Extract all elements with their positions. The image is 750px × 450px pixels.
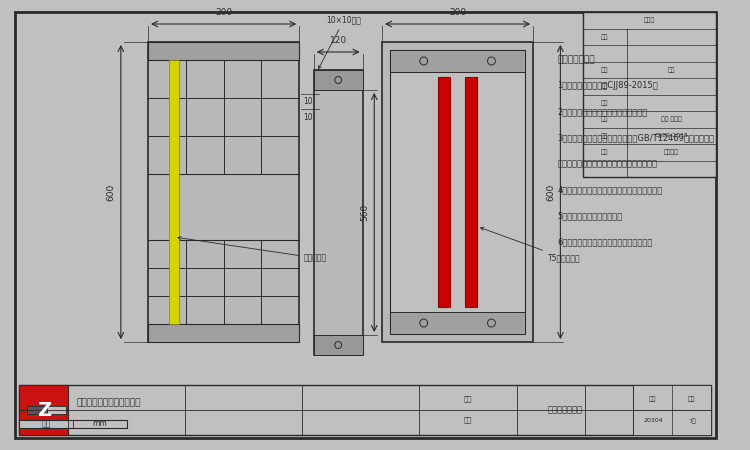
Text: 600: 600 (106, 184, 116, 201)
Bar (390, 312, 525, 334)
Text: 米色 橙色板: 米色 橙色板 (661, 117, 682, 122)
Text: 5、透光罩采用仿云石灯罩；: 5、透光罩采用仿云石灯罩； (557, 211, 622, 220)
Bar (148, 324, 299, 342)
Text: 560: 560 (360, 204, 369, 221)
Bar (27, 406, 46, 414)
Text: 10: 10 (303, 98, 313, 107)
Text: 材料: 材料 (601, 67, 608, 72)
Text: 标题栏: 标题栏 (644, 18, 656, 23)
Text: 7度: 7度 (688, 418, 696, 424)
Text: 10×10方管: 10×10方管 (319, 15, 362, 69)
Bar (314, 335, 362, 355)
Bar (382, 42, 533, 342)
Text: 2、材料采用铝材质、铝力管拼接而成；: 2、材料采用铝材质、铝力管拼接而成； (557, 107, 648, 116)
Bar (314, 70, 362, 90)
Text: 七度照明: 七度照明 (664, 149, 679, 155)
Text: 铝材: 铝材 (668, 67, 675, 72)
Bar (170, 60, 179, 324)
Text: 6、灯杆表面不得有割露电器及明显色差；: 6、灯杆表面不得有割露电器及明显色差； (557, 237, 652, 246)
Text: 数量: 数量 (601, 83, 608, 89)
Text: 件号: 件号 (601, 34, 608, 40)
Bar (438, 77, 450, 307)
Text: 120: 120 (329, 36, 346, 45)
Text: 图号: 图号 (650, 396, 657, 402)
Bar (583, 12, 716, 177)
Text: 图幅: 图幅 (601, 100, 608, 106)
Text: 名称: 名称 (601, 149, 608, 155)
Text: 600: 600 (546, 184, 555, 201)
Text: 单位: 单位 (42, 419, 51, 428)
Text: 20304: 20304 (643, 418, 663, 423)
Text: 200: 200 (449, 8, 466, 17)
Text: 灯杆技术参数：: 灯杆技术参数： (557, 55, 595, 64)
Text: Z: Z (37, 400, 51, 419)
Text: 4、表面高温静电喷塑表面颜色：（按色板）；: 4、表面高温静电喷塑表面颜色：（按色板）； (557, 185, 663, 194)
Text: 200: 200 (215, 8, 232, 17)
Text: 东莞七度照明科技有限公司: 东莞七度照明科技有限公司 (76, 398, 140, 407)
Bar (314, 70, 362, 355)
Text: 比例: 比例 (688, 396, 696, 402)
Bar (390, 50, 525, 72)
Text: 图纸: 图纸 (464, 396, 472, 402)
Text: 3、焊接采用电弧焊，焊接质量符合GB/T12469要求，不得有: 3、焊接采用电弧焊，焊接质量符合GB/T12469要求，不得有 (557, 133, 715, 142)
Bar (465, 77, 477, 307)
Text: 色板: 色板 (601, 117, 608, 122)
Bar (634, 385, 712, 435)
Bar (148, 42, 299, 60)
Text: 名称: 名称 (464, 417, 472, 423)
Bar (390, 50, 525, 334)
Text: 1、设计及验收标准：CJJ89-2015；: 1、设计及验收标准：CJJ89-2015； (557, 81, 658, 90)
Text: 10: 10 (303, 112, 313, 122)
Bar (20, 420, 127, 428)
Bar (148, 42, 299, 342)
Text: 户外主体墙壁灯: 户外主体墙壁灯 (548, 405, 583, 414)
Bar (27, 406, 66, 414)
Bar (20, 385, 712, 435)
Text: T5一体化灯管: T5一体化灯管 (481, 227, 580, 262)
Text: mm: mm (92, 419, 107, 428)
Text: CJJ89-2015: CJJ89-2015 (655, 133, 688, 138)
Bar (20, 385, 68, 435)
Text: 仿玉石灯罩: 仿玉石灯罩 (178, 237, 327, 262)
Text: 规范: 规范 (601, 133, 608, 139)
Text: 影响强度的裂纹、夹渣、焊瘤、焊坑等缺陷；: 影响强度的裂纹、夹渣、焊瘤、焊坑等缺陷； (557, 159, 658, 168)
